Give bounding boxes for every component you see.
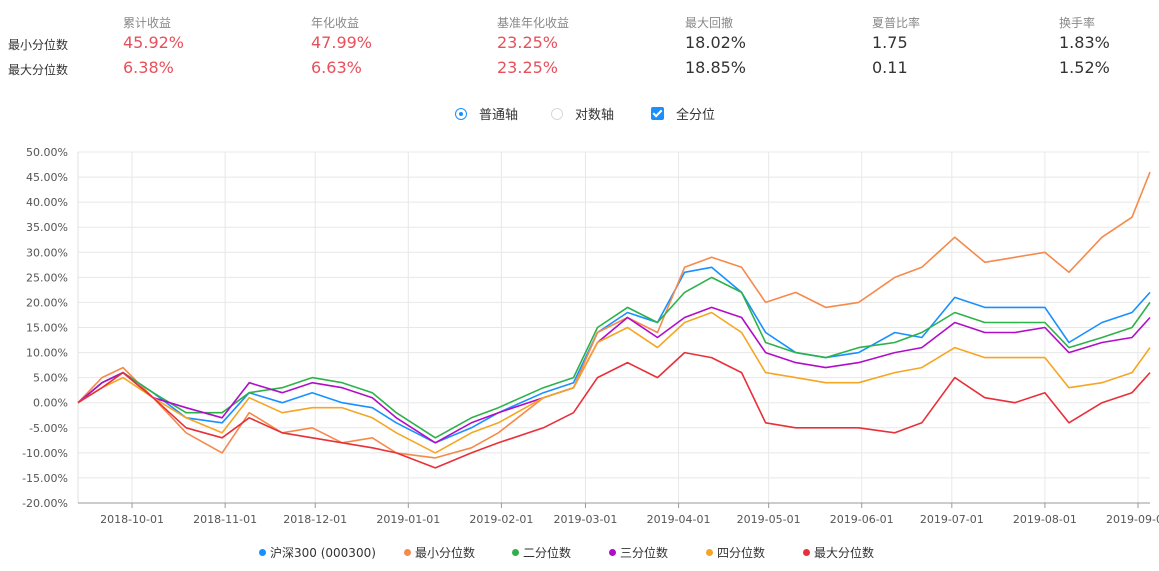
series-line-2 [77,276,1151,439]
y-tick-label: 25.00% [26,271,68,284]
x-tick-label: 2018-11-01 [193,513,257,526]
x-tick-label: 2019-04-01 [647,513,711,526]
legend-item-second-quantile[interactable]: 二分位数 [512,544,571,561]
header-max-drawdown: 最大回撤 [685,16,734,30]
legend-item-fourth-quantile[interactable]: 四分位数 [706,544,765,561]
header-turnover: 换手率 [1059,16,1096,30]
min-turnover: 1.83% [1059,33,1110,52]
y-tick-label: 50.00% [26,146,68,159]
legend-item-third-quantile[interactable]: 三分位数 [609,544,668,561]
series-line-0 [77,266,1151,444]
legend-label: 最小分位数 [415,546,476,560]
x-tick-label: 2019-07-01 [920,513,984,526]
legend-dot-icon [706,549,713,556]
y-tick-label: -10.00% [22,447,68,460]
quantile-return-chart: 50.00% 45.00% 40.00% 35.00% 30.00% 25.00% 20.0… [22,146,1159,526]
row-label-max-quantile: 最大分位数 [8,63,69,77]
x-tick-label: 2019-02-01 [469,513,533,526]
max-cumulative-return: 6.38% [123,58,174,77]
min-cumulative-return: 45.92% [123,33,185,52]
x-tick-label: 2018-10-01 [100,513,164,526]
min-benchmark-annual-return: 23.25% [497,33,559,52]
log-axis-radio[interactable]: 对数轴 [551,104,614,123]
header-benchmark-annual-return: 基准年化收益 [497,16,570,30]
legend-dot-icon [512,549,519,556]
axis-options: 普通轴 对数轴 全分位 [0,102,1159,124]
legend-item-min-quantile[interactable]: 最小分位数 [404,544,475,561]
y-tick-label: 35.00% [26,221,68,234]
x-tick-label: 2019-01-01 [376,513,440,526]
min-max-drawdown: 18.02% [685,33,747,52]
y-tick-label: 5.00% [33,372,68,385]
legend-item-hs300[interactable]: 沪深300 (000300) [259,544,376,561]
all-quantiles-checkbox[interactable]: 全分位 [651,104,715,123]
log-axis-label: 对数轴 [575,108,615,123]
x-tick-label: 2019-03-01 [554,513,618,526]
max-annual-return: 6.63% [311,58,362,77]
legend-dot-icon [404,549,411,556]
series-line-3 [77,306,1151,444]
series-line-1 [77,171,1151,459]
max-sharpe-ratio: 0.11 [872,58,908,77]
header-sharpe-ratio: 夏普比率 [872,16,921,30]
y-tick-label: 30.00% [26,246,68,259]
x-tick-label: 2019-06-01 [830,513,894,526]
legend-item-max-quantile[interactable]: 最大分位数 [803,544,874,561]
chart-legend: 沪深300 (000300) 最小分位数 二分位数 三分位数 四分位数 最大分位… [0,544,1159,562]
min-sharpe-ratio: 1.75 [872,33,908,52]
legend-dot-icon [609,549,616,556]
header-cumulative-return: 累计收益 [123,16,172,30]
y-tick-label: 40.00% [26,196,68,209]
legend-label: 二分位数 [523,546,572,560]
max-max-drawdown: 18.85% [685,58,747,77]
y-tick-label: 45.00% [26,171,68,184]
x-tick-label: 2019-05-01 [737,513,801,526]
y-tick-label: 0.00% [33,397,68,410]
min-annual-return: 47.99% [311,33,373,52]
header-annual-return: 年化收益 [311,16,360,30]
x-tick-label: 2018-12-01 [283,513,347,526]
legend-label: 沪深300 (000300) [270,546,376,560]
series-line-4 [77,311,1151,454]
checkbox-checked-icon[interactable] [651,107,664,120]
max-benchmark-annual-return: 23.25% [497,58,559,77]
legend-dot-icon [803,549,810,556]
series-line-5 [77,351,1151,469]
y-tick-label: -5.00% [29,422,68,435]
y-tick-label: -15.00% [22,472,68,485]
y-tick-label: 10.00% [26,347,68,360]
legend-label: 最大分位数 [814,546,875,560]
max-turnover: 1.52% [1059,58,1110,77]
y-tick-label: 20.00% [26,296,68,309]
legend-dot-icon [259,549,266,556]
x-tick-label: 2019-08-01 [1013,513,1077,526]
y-tick-label: 15.00% [26,322,68,335]
all-quantiles-label: 全分位 [676,108,716,123]
normal-axis-label: 普通轴 [479,108,519,123]
x-tick-label: 2019-09-01 [1106,513,1159,526]
y-tick-label: -20.00% [22,497,68,510]
row-label-min-quantile: 最小分位数 [8,38,69,52]
legend-label: 四分位数 [717,546,766,560]
normal-axis-radio[interactable]: 普通轴 [455,104,518,123]
radio-selected-icon[interactable] [455,107,467,120]
legend-label: 三分位数 [620,546,669,560]
stats-panel: 累计收益 年化收益 基准年化收益 最大回撤 夏普比率 换手率 最小分位数 45.… [0,0,1159,90]
radio-unselected-icon[interactable] [551,107,563,120]
